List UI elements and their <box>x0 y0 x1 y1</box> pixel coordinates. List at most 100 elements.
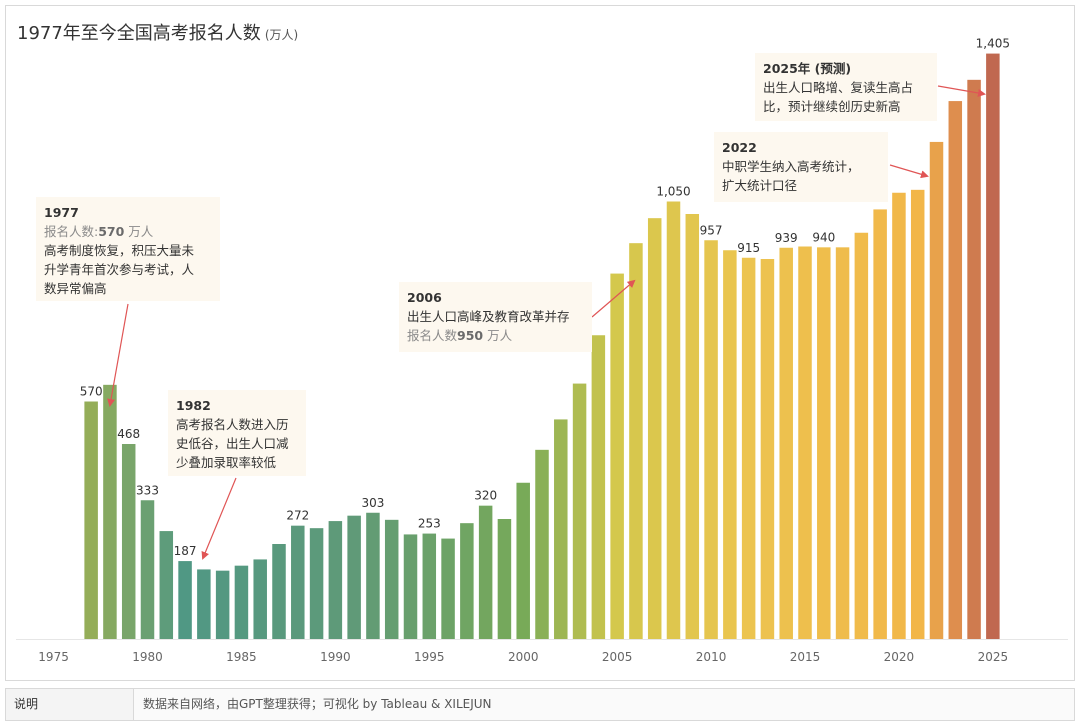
footer-text: 数据来自网络，由GPT整理获得；可视化 by Tableau & XILEJUN <box>143 697 492 711</box>
bar-1998 <box>478 505 493 639</box>
x-tick-label: 1980 <box>132 650 163 664</box>
bar-2017 <box>835 247 850 639</box>
bar-2009 <box>685 214 700 639</box>
title-unit: (万人) <box>264 28 299 42</box>
bar-2011 <box>723 250 737 639</box>
bar-2004 <box>591 335 606 639</box>
annotation-2022: 2022 中职学生纳入高考统计， 扩大统计口径 <box>714 132 888 202</box>
data-label-2010: 957 <box>700 223 723 237</box>
data-label-1998: 320 <box>474 489 497 503</box>
bar-2021 <box>910 189 925 639</box>
bar-1993 <box>384 519 399 639</box>
bar-2008 <box>666 201 681 639</box>
annotation-line: 出生人口高峰及教育改革并存 <box>407 309 570 324</box>
bar-1994 <box>403 534 418 639</box>
bar-1986 <box>253 559 267 639</box>
bar-2006 <box>629 243 643 640</box>
bar-1985 <box>234 565 249 639</box>
arrow-2025 <box>937 85 986 97</box>
footer: 说明 数据来自网络，由GPT整理获得；可视化 by Tableau & XILE… <box>5 688 1075 721</box>
annotation-2006: 2006 出生人口高峰及教育改革并存 报名人数950 万人 <box>399 282 592 352</box>
bar-1997 <box>460 523 474 639</box>
x-tick-label: 1990 <box>320 650 351 664</box>
annotation-1977: 1977 报名人数:570 万人 高考制度恢复，积压大量未 升学青年首次参与考试，人数… <box>36 197 220 301</box>
annotation-line: 扩大统计口径 <box>722 178 798 193</box>
bar-1991 <box>347 515 361 639</box>
bar-2015 <box>798 246 812 639</box>
annotation-unit: 万人 <box>124 224 154 239</box>
bar-1989 <box>309 528 324 639</box>
bar-2010 <box>704 240 718 639</box>
x-tick-label: 2025 <box>978 650 1009 664</box>
bar-2019 <box>873 209 887 640</box>
x-tick-label: 2020 <box>884 650 915 664</box>
chart-title: 1977年至今全国高考报名人数 (万人) <box>17 19 298 45</box>
bar-1992 <box>366 512 380 639</box>
data-label-2016: 940 <box>812 230 835 244</box>
annotation-line: 比，预计继续创历史新高 <box>763 99 901 114</box>
bar-2023 <box>948 101 963 639</box>
bar-2024 <box>967 79 981 639</box>
x-tick-label: 2005 <box>602 650 633 664</box>
annotation-year: 2006 <box>407 290 442 305</box>
annotation-year: 1977 <box>44 205 79 220</box>
bar-2013 <box>760 259 775 639</box>
annotation-value: 570 <box>98 224 125 239</box>
bar-1996 <box>441 538 455 639</box>
x-tick-label: 1985 <box>226 650 257 664</box>
annotation-year: 2022 <box>722 140 757 155</box>
bar-2018 <box>854 232 869 639</box>
bar-2001 <box>535 449 549 639</box>
bar-1990 <box>328 521 343 639</box>
bar-2025 <box>986 53 1000 639</box>
data-label-2012: 915 <box>737 241 760 255</box>
bar-1978 <box>103 384 117 639</box>
annotation-prefix: 报名人数 <box>407 328 458 343</box>
annotation-1982: 1982 高考报名人数进入历 史低谷，出生人口减 少叠加录取率较低 <box>168 390 306 476</box>
bar-1977 <box>84 401 98 639</box>
x-tick-label: 2010 <box>696 650 727 664</box>
bar-1982 <box>178 561 192 639</box>
bar-1980 <box>140 500 155 639</box>
data-label-1977: 570 <box>80 385 103 399</box>
bar-2016 <box>817 247 831 639</box>
bar-2000 <box>516 482 530 639</box>
title-main: 1977年至今全国高考报名人数 <box>17 23 261 44</box>
bar-1984 <box>215 570 230 639</box>
bar-2020 <box>892 192 906 639</box>
annotation-prefix: 报名人数: <box>44 224 99 239</box>
bar-2002 <box>554 419 568 639</box>
annotation-line: 数异常偏高 <box>44 281 107 296</box>
annotation-year: 2025年 (预测) <box>763 61 852 76</box>
bar-2005 <box>610 273 624 639</box>
annotation-line: 升学青年首次参与考试，人 <box>44 262 195 277</box>
data-label-2008: 1,050 <box>656 185 690 199</box>
arrow-2022 <box>889 164 929 179</box>
bar-1988 <box>291 525 305 639</box>
bar-2012 <box>741 257 756 639</box>
annotation-line: 少叠加录取率较低 <box>176 455 277 470</box>
data-label-1988: 272 <box>286 509 309 523</box>
annotation-line: 出生人口略增、复读生高占 <box>763 80 914 95</box>
annotation-2025: 2025年 (预测) 出生人口略增、复读生高占 比，预计继续创历史新高 <box>755 53 937 121</box>
data-label-1992: 303 <box>361 496 384 510</box>
annotation-line: 报名人数950 万人 <box>407 326 584 345</box>
data-label-1982: 187 <box>174 544 197 558</box>
arrow-1977 <box>107 303 129 407</box>
data-label-1979: 468 <box>117 427 140 441</box>
arrow-2006 <box>591 279 636 318</box>
annotation-line: 报名人数:570 万人 <box>44 222 212 241</box>
bar-2007 <box>647 218 662 640</box>
annotation-line: 高考报名人数进入历 <box>176 417 289 432</box>
data-label-1995: 253 <box>418 517 441 531</box>
bar-1979 <box>121 444 136 639</box>
x-tick-label: 2000 <box>508 650 539 664</box>
data-label-2025: 1,405 <box>976 37 1010 51</box>
x-tick-label: 2015 <box>790 650 821 664</box>
annotation-value: 950 <box>457 328 484 343</box>
annotation-unit: 万人 <box>483 328 513 343</box>
arrow-1982 <box>201 477 237 560</box>
bar-2014 <box>779 247 793 639</box>
bar-1987 <box>272 544 286 639</box>
